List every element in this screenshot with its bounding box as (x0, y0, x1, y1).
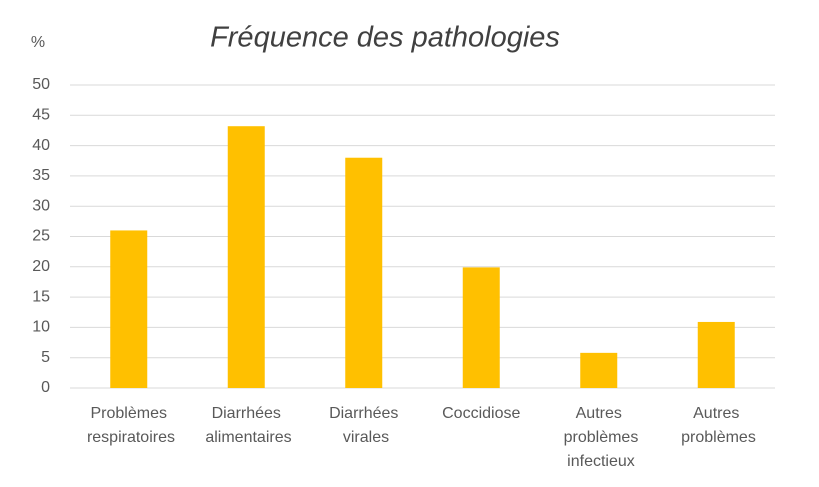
bar (462, 267, 500, 388)
x-tick-label: Autres problèmes (677, 405, 756, 446)
bar (697, 321, 735, 388)
chart-title: Fréquence des pathologies (210, 22, 560, 54)
bar (227, 126, 265, 388)
y-axis-label: % (31, 34, 45, 51)
y-tick-label: 25 (32, 228, 50, 245)
y-tick-label: 40 (32, 137, 50, 154)
y-tick-label: 20 (32, 258, 50, 275)
x-tick-label: Coccidiose (442, 405, 520, 422)
y-tick-label: 15 (32, 288, 50, 305)
y-tick-label: 50 (32, 76, 50, 93)
y-tick-label: 5 (41, 349, 50, 366)
x-tick-label: Problèmes respiratoires (83, 405, 175, 446)
bar (110, 230, 148, 388)
bar (580, 352, 618, 388)
y-tick-label: 35 (32, 167, 50, 184)
y-tick-label: 30 (32, 197, 50, 214)
y-tick-label: 45 (32, 107, 50, 124)
y-tick-label: 0 (41, 379, 50, 396)
y-tick-label: 10 (32, 319, 50, 336)
bar (345, 157, 383, 388)
x-tick-label: Autres problèmes infectieux (559, 405, 638, 470)
x-tick-label: Diarrhées virales (329, 405, 398, 446)
x-tick-label: Diarrhées alimentaires (201, 405, 292, 446)
